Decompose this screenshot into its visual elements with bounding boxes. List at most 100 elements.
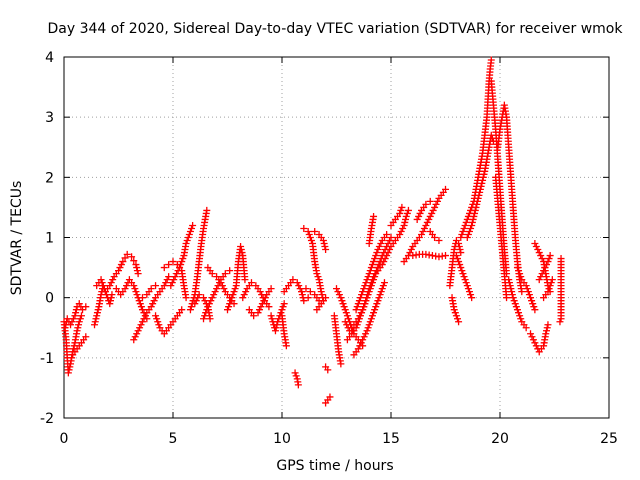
- data-point: [225, 303, 233, 311]
- data-point: [138, 294, 146, 302]
- data-point: [442, 252, 449, 260]
- data-point: [82, 303, 90, 311]
- data-point: [538, 270, 546, 278]
- data-series: [69, 333, 90, 359]
- data-point: [362, 330, 370, 338]
- data-point: [487, 56, 495, 64]
- data-point: [546, 252, 554, 260]
- data-point: [170, 276, 178, 284]
- data-point: [141, 312, 149, 320]
- y-tick-label: 1: [45, 231, 54, 247]
- data-point: [464, 230, 472, 238]
- data-series: [426, 227, 443, 245]
- data-point: [338, 297, 346, 305]
- data-point: [359, 306, 367, 314]
- data-point: [75, 300, 83, 308]
- data-point: [374, 246, 382, 254]
- data-point: [522, 282, 530, 290]
- data-point: [420, 224, 428, 232]
- data-point: [505, 276, 513, 284]
- data-point: [210, 291, 218, 299]
- data-point: [137, 303, 145, 311]
- data-point: [91, 318, 99, 326]
- data-point: [456, 261, 464, 269]
- data-point: [229, 291, 237, 299]
- data-point: [363, 276, 371, 284]
- data-point: [61, 324, 69, 332]
- data-point: [516, 312, 524, 320]
- data-point: [362, 297, 370, 305]
- data-point: [305, 230, 313, 238]
- data-point: [383, 230, 391, 238]
- data-point: [515, 267, 523, 275]
- data-point: [378, 261, 386, 269]
- data-series: [267, 300, 288, 335]
- data-point: [337, 294, 345, 302]
- data-point: [461, 276, 469, 284]
- data-point: [173, 270, 181, 278]
- data-point: [459, 227, 467, 235]
- data-point: [373, 300, 381, 308]
- data-point: [187, 303, 195, 311]
- data-point: [467, 224, 475, 232]
- data-point: [160, 282, 168, 290]
- data-point: [471, 206, 479, 214]
- x-tick-label: 15: [382, 431, 400, 447]
- data-point: [375, 243, 383, 251]
- data-point: [107, 297, 115, 305]
- data-point: [372, 252, 380, 260]
- data-point: [169, 258, 177, 266]
- data-point: [415, 212, 423, 220]
- data-point: [365, 321, 373, 329]
- data-point: [457, 249, 465, 257]
- data-point: [532, 243, 540, 251]
- data-point: [413, 215, 421, 223]
- data-point: [455, 258, 463, 266]
- data-series: [313, 294, 330, 314]
- data-series: [527, 321, 552, 356]
- data-point: [189, 221, 197, 229]
- data-point: [133, 291, 141, 299]
- data-series: [152, 306, 186, 338]
- data-point: [462, 218, 470, 226]
- data-point: [200, 294, 208, 302]
- data-point: [237, 243, 245, 251]
- data-point: [513, 306, 521, 314]
- data-point: [545, 285, 553, 293]
- data-point: [522, 324, 530, 332]
- chart-title: Day 344 of 2020, Sidereal Day-to-day VTE…: [48, 21, 624, 37]
- data-point: [368, 261, 376, 269]
- data-point: [377, 240, 385, 248]
- data-point: [527, 294, 535, 302]
- data-point: [152, 312, 160, 320]
- data-point: [106, 300, 114, 308]
- data-point: [543, 324, 551, 332]
- data-point: [134, 327, 142, 335]
- data-series: [413, 197, 434, 223]
- data-point: [311, 227, 319, 235]
- data-point: [265, 303, 273, 311]
- data-point: [517, 315, 525, 323]
- data-point: [402, 215, 410, 223]
- data-point: [356, 294, 364, 302]
- data-point: [317, 288, 325, 296]
- data-point: [204, 303, 212, 311]
- data-point: [133, 264, 141, 272]
- data-point: [465, 288, 473, 296]
- data-point: [361, 282, 369, 290]
- data-point: [267, 285, 275, 293]
- data-point: [457, 264, 465, 272]
- data-point: [542, 330, 550, 338]
- grid-layer: [64, 57, 609, 418]
- data-point: [397, 227, 405, 235]
- data-point: [200, 315, 208, 323]
- data-point: [468, 294, 476, 302]
- data-point: [335, 291, 343, 299]
- data-series: [138, 282, 160, 302]
- data-point: [227, 297, 235, 305]
- data-point: [261, 294, 269, 302]
- data-point: [527, 330, 535, 338]
- data-point: [507, 285, 515, 293]
- data-point: [557, 315, 565, 323]
- data-series: [446, 237, 465, 290]
